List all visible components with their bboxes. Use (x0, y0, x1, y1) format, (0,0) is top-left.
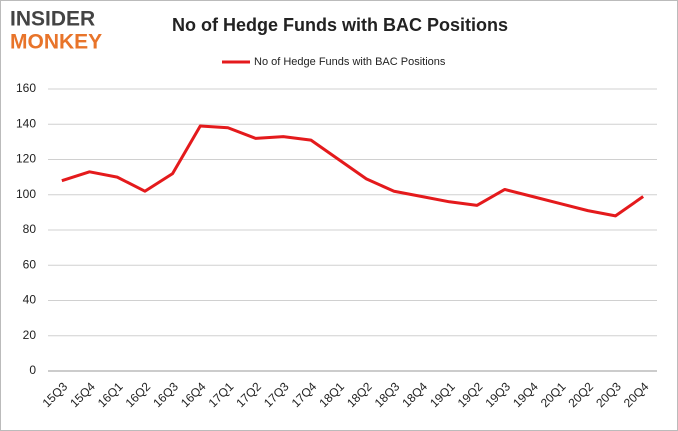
y-tick-label: 140 (16, 116, 36, 130)
y-tick-label: 120 (16, 152, 36, 166)
y-tick-label: 20 (23, 328, 37, 342)
legend-label: No of Hedge Funds with BAC Positions (254, 56, 446, 68)
y-tick-label: 160 (16, 81, 36, 95)
logo-line1: INSIDER (10, 8, 95, 31)
y-tick-label: 0 (29, 363, 36, 377)
y-tick-label: 100 (16, 187, 36, 201)
data-line (61, 124, 645, 218)
y-tick-label: 40 (23, 293, 37, 307)
y-tick-label: 80 (23, 222, 37, 236)
chart-title: No of Hedge Funds with BAC Positions (172, 15, 508, 35)
logo-line2: MONKEY (10, 31, 102, 54)
y-tick-label: 60 (23, 257, 37, 271)
